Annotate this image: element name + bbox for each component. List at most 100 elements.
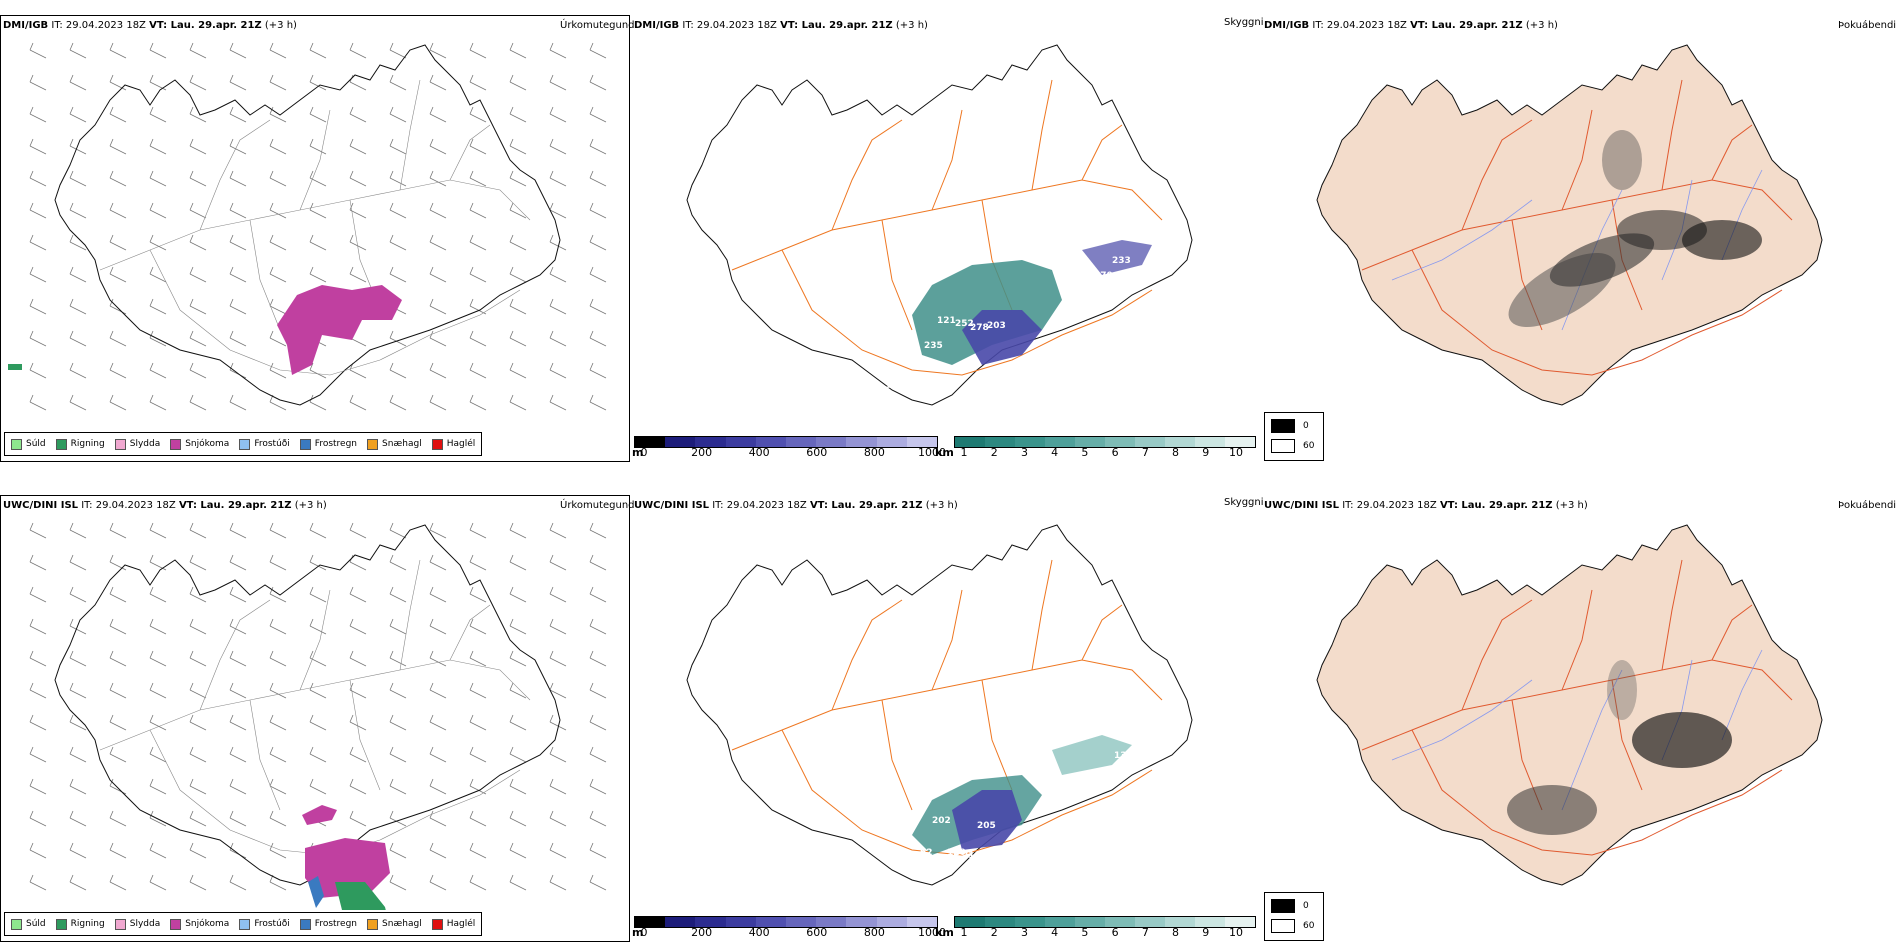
wind-barb xyxy=(269,874,287,891)
fog-legend: 0 60 xyxy=(1264,892,1324,941)
wind-barb xyxy=(149,746,167,763)
wind-barb xyxy=(229,266,247,283)
precip-legend-label: Súld xyxy=(26,439,46,449)
wind-barb xyxy=(29,330,47,347)
wind-barb xyxy=(589,394,607,411)
wind-barb xyxy=(189,298,207,315)
wind-barb xyxy=(189,266,207,283)
wind-barb xyxy=(229,586,247,603)
fog-legend-label: 60 xyxy=(1303,441,1315,451)
wind-barb xyxy=(549,298,567,315)
wind-barb xyxy=(189,746,207,763)
colorbar-step xyxy=(665,437,696,447)
wind-barb xyxy=(589,618,607,635)
precip-legend-label: Súld xyxy=(26,919,46,929)
wind-barb xyxy=(389,394,407,411)
fog-legend-swatch xyxy=(1271,439,1295,453)
wind-barb xyxy=(29,650,47,667)
wind-barb xyxy=(69,42,87,59)
precip-legend-swatch xyxy=(170,438,182,450)
fog-legend-swatch xyxy=(1271,919,1295,933)
wind-barb xyxy=(429,394,447,411)
wind-barb xyxy=(109,170,127,187)
wind-barb xyxy=(589,586,607,603)
wind-barb xyxy=(509,330,527,347)
wind-barb xyxy=(269,234,287,251)
ceiling-colorbar xyxy=(634,916,938,928)
wind-barb xyxy=(29,586,47,603)
wind-barb xyxy=(469,42,487,59)
wind-barb xyxy=(429,106,447,123)
wind-barb xyxy=(189,74,207,91)
wind-barb xyxy=(29,362,47,379)
colorbar-tick-label: 600 xyxy=(806,926,828,939)
precip-legend-label: Frostregn xyxy=(314,919,358,929)
colorbar-tick-label: 3 xyxy=(1020,926,1028,939)
wind-barb xyxy=(69,394,87,411)
wind-barb xyxy=(109,362,127,379)
wind-barb xyxy=(29,714,47,731)
fog-legend-label: 0 xyxy=(1303,421,1309,431)
wind-barb xyxy=(149,266,167,283)
wind-barb xyxy=(349,650,367,667)
wind-barb xyxy=(229,874,247,891)
wind-barb xyxy=(589,362,607,379)
panel-fog-index: UWC/DINI ISL IT: 29.04.2023 18Z VT: Lau.… xyxy=(1262,480,1900,950)
ceiling-value-label: 121 xyxy=(937,316,956,326)
wind-barb xyxy=(229,746,247,763)
colorbar-tick-label: 600 xyxy=(806,446,828,459)
colorbar-step xyxy=(1135,437,1165,447)
wind-barb xyxy=(389,778,407,795)
wind-barb xyxy=(469,682,487,699)
wind-barb xyxy=(269,810,287,827)
wind-barb xyxy=(149,586,167,603)
wind-barb xyxy=(269,42,287,59)
wind-barb xyxy=(29,810,47,827)
wind-barb xyxy=(429,74,447,91)
wind-barb xyxy=(549,842,567,859)
precip-legend-label: Snæhagl xyxy=(382,439,422,449)
wind-barb xyxy=(29,266,47,283)
wind-barb xyxy=(109,714,127,731)
wind-barb xyxy=(429,586,447,603)
wind-barb xyxy=(149,74,167,91)
panel-precip-type: UWC/DINI ISL IT: 29.04.2023 18Z VT: Lau.… xyxy=(0,480,635,950)
wind-barb xyxy=(589,554,607,571)
wind-barb xyxy=(349,682,367,699)
wind-barb xyxy=(149,106,167,123)
wind-barb xyxy=(389,874,407,891)
wind-barb xyxy=(269,330,287,347)
wind-barb xyxy=(69,554,87,571)
colorbar-tick-label: 800 xyxy=(863,446,885,459)
rain-area xyxy=(335,882,386,910)
wind-barb xyxy=(469,554,487,571)
colorbar-step xyxy=(876,917,907,927)
wind-barb xyxy=(309,202,327,219)
wind-barb xyxy=(69,74,87,91)
wind-barb xyxy=(469,138,487,155)
wind-barb xyxy=(269,714,287,731)
precip-legend-item: Slydda xyxy=(114,438,160,450)
wind-barb xyxy=(149,170,167,187)
colorbar-tick-label: 1 xyxy=(960,926,968,939)
fog-legend-item: 0 xyxy=(1271,419,1309,433)
wind-barb xyxy=(429,362,447,379)
panel-fog-index: DMI/IGB IT: 29.04.2023 18Z VT: Lau. 29.a… xyxy=(1262,0,1900,470)
wind-barb xyxy=(189,234,207,251)
wind-barb xyxy=(229,170,247,187)
freezing-rain-area xyxy=(308,876,324,908)
colorbar-step xyxy=(695,437,726,447)
wind-barb xyxy=(589,298,607,315)
ceiling-unit: m xyxy=(632,926,644,939)
wind-barb xyxy=(149,650,167,667)
wind-barb xyxy=(389,42,407,59)
precip-legend-label: Haglél xyxy=(446,439,476,449)
ceiling-value-label: 179 xyxy=(907,385,926,395)
wind-barb xyxy=(109,42,127,59)
colorbar-step xyxy=(1225,437,1255,447)
precip-legend-swatch xyxy=(367,438,379,450)
colorbar-step xyxy=(955,437,985,447)
colorbar-tick-label: 10 xyxy=(1229,446,1243,459)
